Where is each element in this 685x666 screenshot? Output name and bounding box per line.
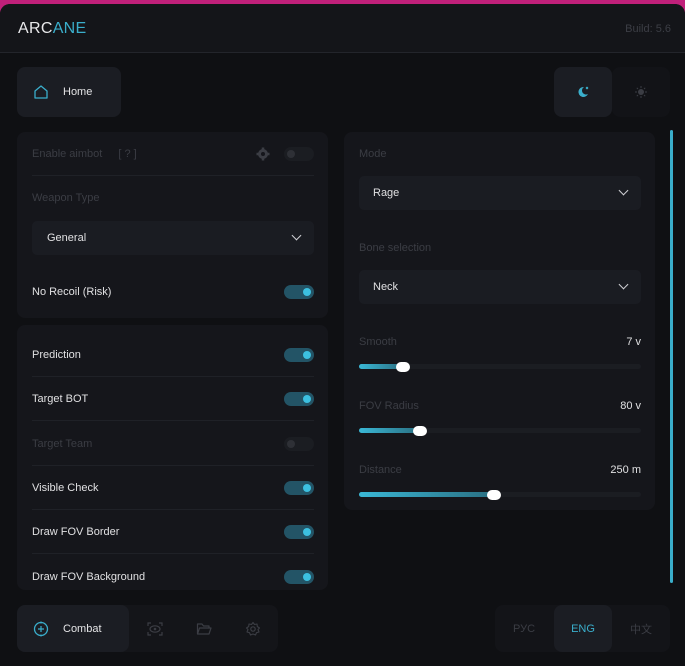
slider-track[interactable] <box>359 489 641 500</box>
home-label: Home <box>63 86 93 98</box>
aim-settings-panel: Mode Rage Bone selection Neck Smooth 7 v… <box>344 132 655 510</box>
options-panel: Prediction Target BOT Target Team Visible C… <box>17 325 328 590</box>
moon-icon <box>578 86 589 97</box>
language-ru[interactable]: РУС <box>512 622 536 635</box>
slider-fill <box>359 364 404 369</box>
option-toggle[interactable] <box>284 348 314 362</box>
option-toggle[interactable] <box>284 436 314 451</box>
option-toggle[interactable] <box>284 480 314 495</box>
option-row: Target Team <box>32 422 314 466</box>
slider-handle[interactable] <box>413 425 428 436</box>
option-toggle[interactable] <box>284 392 314 407</box>
eye-icon[interactable] <box>147 621 163 637</box>
option-row: Target BOT <box>32 377 314 422</box>
slider-label: FOV Radius <box>359 400 419 412</box>
option-row: Draw FOV Background <box>32 555 314 591</box>
app-window: ARCANE Build: 5.6 Home Enable aimbot [ ?… <box>0 4 685 666</box>
chevron-down-icon <box>618 279 629 290</box>
slider-track[interactable] <box>359 361 641 372</box>
mode-value: Rage <box>373 187 400 199</box>
slider-value: 80 v <box>620 400 641 412</box>
gear-icon[interactable] <box>245 621 261 637</box>
option-label: Draw FOV Border <box>32 526 120 539</box>
build-version: Build: 5.6 <box>625 23 671 35</box>
bone-value: Neck <box>373 281 399 293</box>
slider-handle[interactable] <box>396 361 411 372</box>
weapon-type-dropdown[interactable]: General <box>32 221 314 255</box>
bottom-tabs: Combat <box>17 605 278 652</box>
language-en[interactable]: ENG <box>554 605 612 652</box>
option-label: Visible Check <box>32 481 99 494</box>
home-icon <box>34 85 48 99</box>
folder-icon[interactable] <box>196 621 212 637</box>
slider-value: 7 v <box>626 336 641 348</box>
header: ARCANE Build: 5.6 <box>0 4 685 53</box>
crosshair-icon <box>33 621 49 636</box>
bone-selection-label: Bone selection <box>359 242 432 254</box>
home-button[interactable]: Home <box>17 67 121 117</box>
chevron-down-icon <box>618 185 629 196</box>
option-label: Prediction <box>32 349 81 361</box>
weapon-type-value: General <box>47 232 87 244</box>
aimbot-settings-gear-icon[interactable] <box>256 147 270 161</box>
mode-label: Mode <box>359 148 387 160</box>
weapon-type-label: Weapon Type <box>32 192 100 204</box>
slider-handle[interactable] <box>487 489 502 500</box>
option-toggle[interactable] <box>284 569 314 584</box>
option-row: Draw FOV Border <box>32 510 314 555</box>
option-label: Target Team <box>32 437 93 450</box>
enable-aimbot-label: Enable aimbot <box>32 148 103 160</box>
no-recoil-row: No Recoil (Risk) <box>32 270 314 314</box>
sun-icon <box>635 86 647 98</box>
slider-label: Smooth <box>359 336 397 348</box>
language-zh[interactable]: 中文 <box>630 623 652 636</box>
slider-fill <box>359 492 495 497</box>
combat-label: Combat <box>63 622 102 635</box>
logo: ARCANE <box>18 20 87 37</box>
scrollbar[interactable] <box>670 130 673 583</box>
mode-dropdown[interactable]: Rage <box>359 176 641 210</box>
option-row: Prediction <box>32 333 314 377</box>
slider-fill <box>359 428 421 433</box>
option-label: Target BOT <box>32 393 89 406</box>
help-button[interactable]: [ ? ] <box>118 148 137 160</box>
no-recoil-label: No Recoil (Risk) <box>32 286 112 298</box>
option-row: Visible Check <box>32 466 314 510</box>
aimbot-panel: Enable aimbot [ ? ] Weapon Type General … <box>17 132 328 318</box>
option-label: Draw FOV Background <box>32 570 146 583</box>
slider-value: 250 m <box>610 464 641 476</box>
no-recoil-toggle[interactable] <box>284 285 314 299</box>
chevron-down-icon <box>291 230 302 241</box>
tab-combat[interactable]: Combat <box>17 605 129 652</box>
option-toggle[interactable] <box>284 525 314 540</box>
slider-label: Distance <box>359 464 402 476</box>
enable-aimbot-row: Enable aimbot [ ? ] <box>32 132 314 176</box>
bone-selection-dropdown[interactable]: Neck <box>359 270 641 304</box>
dark-theme-button[interactable] <box>554 67 612 117</box>
slider-track[interactable] <box>359 425 641 436</box>
enable-aimbot-toggle[interactable] <box>284 147 314 161</box>
light-theme-button[interactable] <box>612 67 670 117</box>
